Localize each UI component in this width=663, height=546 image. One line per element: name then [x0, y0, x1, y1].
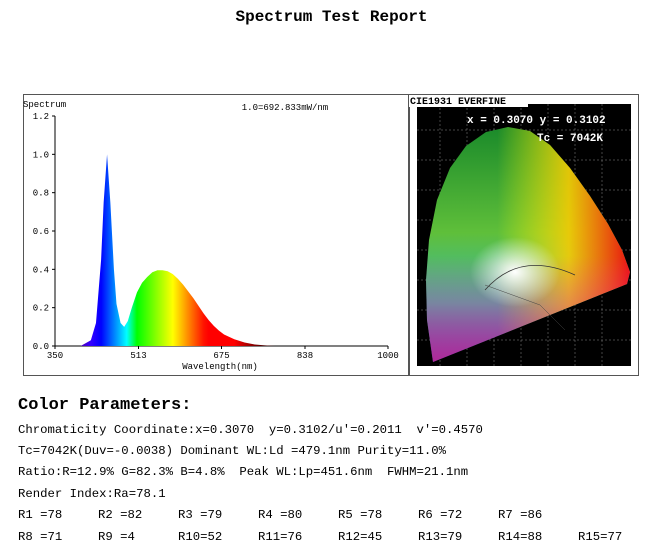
- render-index: R10=52: [178, 529, 223, 544]
- chart-title: Spectrum: [23, 100, 66, 110]
- y-tick-label: 1.0: [33, 150, 49, 160]
- y-tick-label: 0.8: [33, 189, 49, 199]
- render-index: R9 =4: [98, 529, 135, 544]
- annotation: 1.0=692.833mW/nm: [242, 103, 328, 113]
- render-index: R3 =79: [178, 508, 223, 522]
- render-index: R11=76: [258, 529, 303, 544]
- cie-title-bg: [409, 95, 528, 107]
- render-index: R7 =86: [498, 508, 543, 522]
- render-index: R8 =71: [18, 529, 63, 544]
- render-index: R1 =78: [18, 508, 63, 522]
- spectrum-area: [80, 154, 276, 346]
- y-tick-label: 1.2: [33, 112, 49, 122]
- chart: Spectrum 1.0=692.833mW/nm Wavelength(nm)…: [23, 94, 639, 376]
- cie-gamut: [426, 127, 630, 362]
- render-index: R15=77: [578, 529, 623, 544]
- y-tick-label: 0.4: [33, 265, 49, 275]
- parameter-line: Render Index:Ra=78.1: [18, 486, 166, 501]
- render-index: R4 =80: [258, 508, 303, 522]
- x-tick-label: 1000: [377, 351, 399, 361]
- section-heading: Color Parameters:: [18, 396, 192, 415]
- x-tick-label: 513: [130, 351, 146, 361]
- x-tick-label: 838: [297, 351, 313, 361]
- parameter-line: Tc=7042K(Duv=-0.0038) Dominant WL:Ld =47…: [18, 444, 447, 459]
- render-index: R14=88: [498, 529, 543, 544]
- x-axis-label: Wavelength(nm): [182, 362, 258, 372]
- parameter-line: Chromaticity Coordinate:x=0.3070 y=0.310…: [18, 423, 483, 437]
- y-tick-label: 0.2: [33, 304, 49, 314]
- cie-cct: Tc = 7042K: [537, 133, 603, 145]
- report-title: Spectrum Test Report: [235, 8, 428, 26]
- render-index: R2 =82: [98, 508, 143, 522]
- render-index: R5 =78: [338, 508, 383, 522]
- cie-coordinates: x = 0.3070 y = 0.3102: [467, 115, 606, 127]
- y-tick-label: 0.0: [33, 342, 49, 352]
- cie-title: CIE1931 EVERFINE: [410, 97, 506, 108]
- cie-diagram: CIE1931 EVERFINE x = 0.3070 y = 0.3102 T…: [409, 94, 639, 376]
- parameter-line: Ratio:R=12.9% G=82.3% B=4.8% Peak WL:Lp=…: [18, 465, 469, 480]
- x-tick-label: 675: [213, 351, 229, 361]
- x-tick-label: 350: [47, 351, 63, 361]
- render-index: R13=79: [418, 529, 463, 544]
- y-tick-label: 0.6: [33, 227, 49, 237]
- render-index: R12=45: [338, 529, 383, 544]
- render-index: R6 =72: [418, 508, 463, 522]
